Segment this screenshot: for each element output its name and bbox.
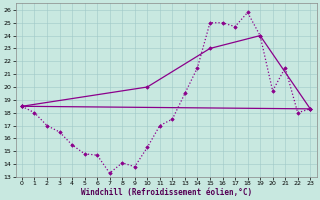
X-axis label: Windchill (Refroidissement éolien,°C): Windchill (Refroidissement éolien,°C) [81, 188, 252, 197]
